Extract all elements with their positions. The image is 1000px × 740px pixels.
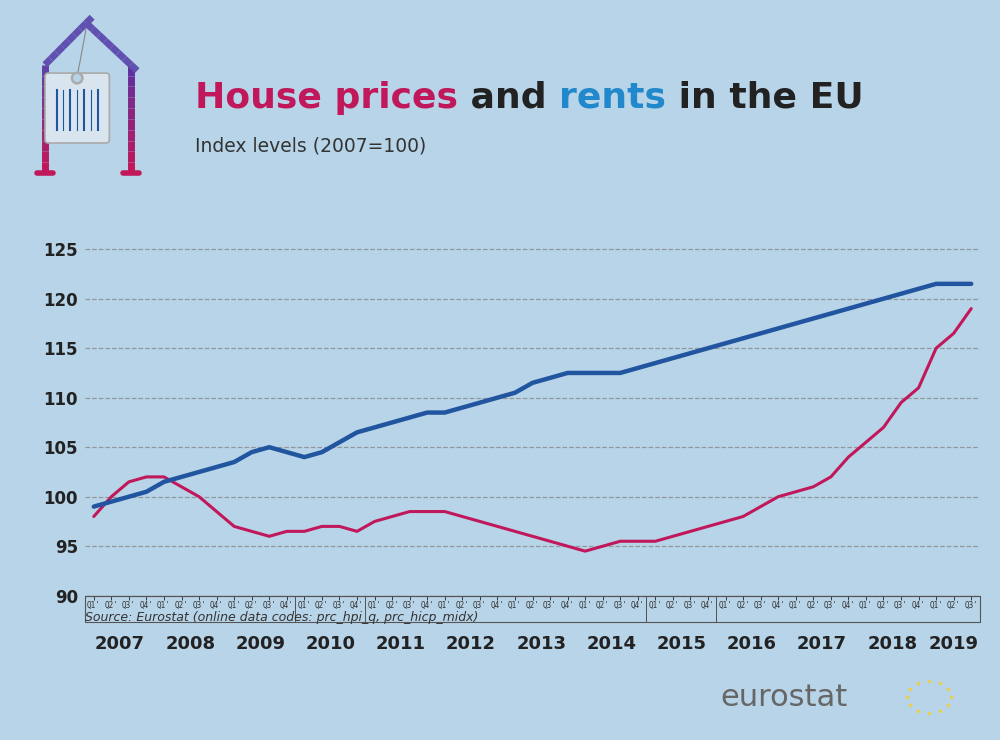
Text: Source: Eurostat (online data codes: prc_hpi_q, prc_hicp_midx): Source: Eurostat (online data codes: prc… [85, 610, 478, 624]
Text: and: and [458, 81, 559, 115]
Text: 2015: 2015 [657, 635, 707, 653]
Text: 2007: 2007 [95, 635, 145, 653]
Circle shape [74, 75, 80, 81]
Text: 2013: 2013 [516, 635, 566, 653]
Text: 2014: 2014 [586, 635, 636, 653]
Text: 2012: 2012 [446, 635, 496, 653]
Text: 2011: 2011 [376, 635, 426, 653]
FancyBboxPatch shape [45, 73, 109, 143]
Text: 2018: 2018 [867, 635, 917, 653]
Text: 2009: 2009 [235, 635, 285, 653]
Text: 2019: 2019 [929, 635, 979, 653]
Text: 2016: 2016 [727, 635, 777, 653]
Text: House prices: House prices [195, 81, 458, 115]
Text: Index levels (2007=100): Index levels (2007=100) [195, 136, 426, 155]
Text: in the EU: in the EU [666, 81, 864, 115]
Text: 2017: 2017 [797, 635, 847, 653]
Text: rents: rents [559, 81, 666, 115]
Bar [85, 596, 980, 622]
Text: eurostat: eurostat [720, 683, 847, 713]
Circle shape [71, 73, 83, 84]
Text: 2008: 2008 [165, 635, 215, 653]
Text: 2010: 2010 [306, 635, 356, 653]
